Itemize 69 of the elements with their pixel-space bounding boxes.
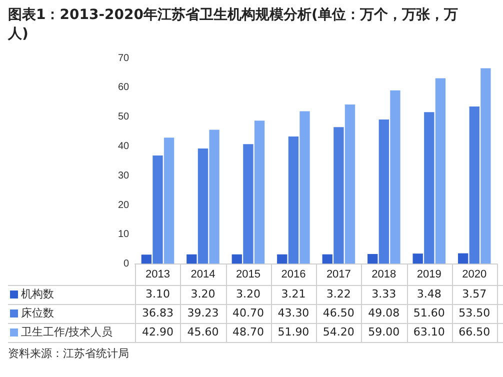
data-label: 3.22 bbox=[326, 287, 351, 300]
text: 资料来源：江苏省统计局 bbox=[7, 346, 130, 362]
bar bbox=[412, 254, 423, 264]
data-label: 45.60 bbox=[187, 325, 219, 338]
data-label: 42.90 bbox=[142, 325, 174, 338]
data-label: 43.30 bbox=[278, 306, 310, 320]
bar bbox=[198, 148, 208, 264]
legend-label: 机构数 bbox=[21, 287, 54, 300]
data-label: 3.20 bbox=[190, 287, 216, 300]
data-label: 51.60 bbox=[413, 306, 445, 320]
bar bbox=[141, 254, 152, 264]
bar bbox=[152, 156, 163, 264]
x-tick-label: 2018 bbox=[372, 268, 396, 280]
x-tick-label: 2019 bbox=[416, 268, 442, 280]
bar bbox=[232, 254, 242, 264]
x-tick-label: 2013 bbox=[146, 268, 170, 280]
chart-title: 图表1：2013-2020年江苏省卫生机构规模分析(单位：万个，万张，万人) bbox=[6, 6, 459, 44]
data-label: 3.33 bbox=[372, 287, 396, 300]
bar bbox=[469, 106, 480, 264]
bar bbox=[254, 120, 265, 264]
bar bbox=[164, 138, 174, 264]
bar bbox=[480, 68, 491, 264]
y-tick-label: 10 bbox=[118, 229, 130, 240]
y-tick-label: 30 bbox=[118, 170, 130, 182]
bar bbox=[243, 144, 254, 264]
y-tick-label: 60 bbox=[118, 82, 130, 94]
y-tick-label: 40 bbox=[118, 140, 130, 152]
data-label: 3.10 bbox=[145, 287, 170, 300]
data-label: 66.50 bbox=[458, 325, 490, 338]
data-label: 36.83 bbox=[142, 306, 174, 320]
data-label: 49.08 bbox=[368, 306, 400, 320]
data-label: 3.48 bbox=[416, 287, 442, 300]
legend-label: 床位数 bbox=[21, 306, 54, 320]
data-label: 48.70 bbox=[232, 325, 264, 338]
y-tick-label: 0 bbox=[124, 258, 130, 270]
data-label: 63.10 bbox=[413, 325, 445, 338]
bar bbox=[424, 112, 434, 264]
data-label: 59.00 bbox=[368, 325, 400, 338]
bar bbox=[288, 136, 299, 264]
bar bbox=[458, 253, 468, 264]
bar bbox=[378, 120, 390, 264]
y-tick-label: 50 bbox=[118, 112, 130, 123]
bar bbox=[322, 254, 332, 264]
bar bbox=[390, 90, 400, 264]
bar bbox=[368, 254, 378, 264]
bar bbox=[186, 254, 197, 264]
data-label: 46.50 bbox=[322, 306, 354, 320]
data-label: 3.57 bbox=[462, 287, 487, 300]
data-label: 3.21 bbox=[281, 287, 306, 300]
data-label: 40.70 bbox=[232, 306, 264, 320]
y-tick-label: 20 bbox=[118, 200, 130, 211]
x-tick-label: 2020 bbox=[462, 268, 487, 280]
x-tick-label: 2017 bbox=[326, 268, 351, 280]
bar bbox=[209, 130, 220, 264]
data-label: 54.20 bbox=[322, 325, 354, 338]
x-tick-label: 2014 bbox=[190, 268, 216, 280]
data-label: 39.23 bbox=[187, 306, 219, 320]
bar bbox=[334, 127, 344, 264]
bar bbox=[435, 78, 446, 264]
data-label: 53.50 bbox=[458, 306, 490, 320]
bar bbox=[344, 104, 356, 264]
x-tick-label: 2015 bbox=[236, 268, 260, 280]
bar bbox=[300, 111, 310, 264]
y-tick-label: 70 bbox=[118, 52, 130, 64]
legend-label: 卫生工作/技术人员 bbox=[21, 325, 113, 338]
bar bbox=[277, 254, 288, 264]
x-tick-label: 2016 bbox=[281, 268, 306, 280]
data-label: 51.90 bbox=[278, 325, 310, 338]
data-label: 3.20 bbox=[236, 287, 260, 300]
